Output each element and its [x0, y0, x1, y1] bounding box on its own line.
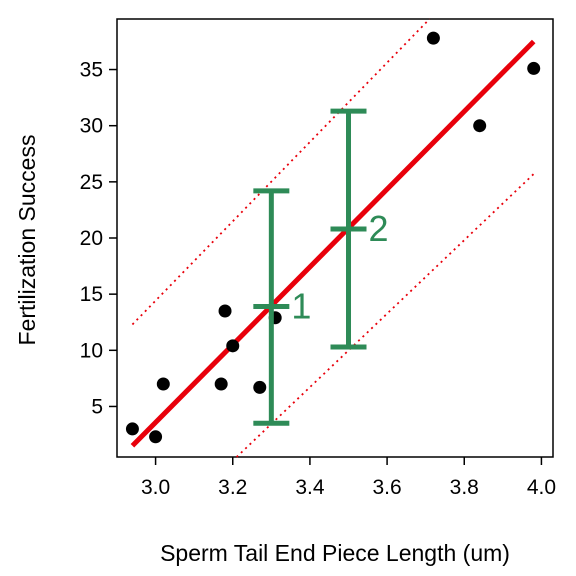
data-point: [426, 31, 440, 45]
y-tick-label: 15: [80, 283, 103, 306]
data-point: [527, 61, 541, 75]
x-tick-label: 3.2: [218, 476, 247, 499]
y-tick-label: 5: [91, 395, 103, 418]
y-tick-label: 30: [80, 115, 103, 138]
data-point: [473, 119, 487, 133]
interval-label: 2: [369, 208, 389, 249]
x-tick-label: 3.6: [372, 476, 401, 499]
y-tick-label: 10: [80, 339, 103, 362]
x-tick-label: 3.0: [141, 476, 170, 499]
y-tick-label: 20: [80, 227, 103, 250]
intervals-layer: 12: [253, 108, 389, 426]
prediction-band-lower: [235, 173, 535, 458]
data-point: [218, 304, 232, 318]
x-tick-label: 3.4: [295, 476, 325, 499]
y-axis-title: Fertilization Success: [14, 135, 40, 346]
y-tick-label: 35: [80, 59, 103, 82]
lines-layer: [130, 18, 536, 458]
data-point: [253, 380, 267, 394]
interval-label: 1: [291, 286, 311, 327]
y-tick-label: 25: [80, 171, 103, 194]
data-point: [226, 339, 240, 353]
y-axis: 5 10 15 20 25 30 35: [80, 59, 117, 418]
data-point: [214, 377, 228, 391]
data-point: [156, 377, 170, 391]
x-axis-title: Sperm Tail End Piece Length (um): [160, 540, 510, 566]
data-point: [149, 430, 163, 444]
x-tick-label: 4.0: [527, 476, 556, 499]
x-tick-label: 3.8: [450, 476, 479, 499]
prediction-band-upper: [131, 18, 431, 326]
regression-line: [130, 39, 536, 448]
x-axis: 3.0 3.2 3.4 3.6 3.8 4.0: [141, 457, 556, 499]
data-point: [125, 422, 139, 436]
points-layer: [125, 31, 541, 444]
